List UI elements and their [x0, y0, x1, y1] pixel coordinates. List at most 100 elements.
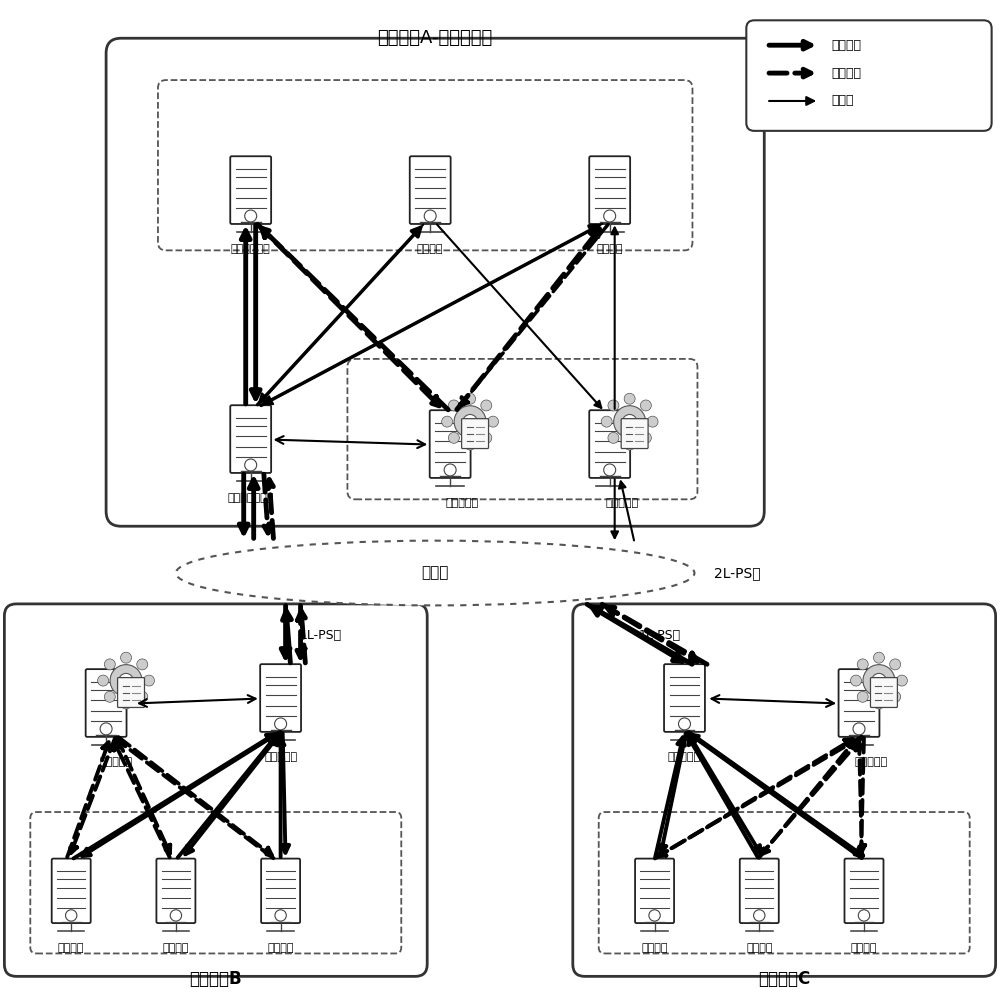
Circle shape [890, 691, 901, 702]
Circle shape [245, 459, 257, 471]
Text: 工作节点: 工作节点 [746, 943, 773, 953]
Circle shape [121, 698, 132, 709]
Circle shape [873, 652, 884, 664]
Text: 1L-PS层: 1L-PS层 [299, 629, 342, 642]
FancyBboxPatch shape [230, 157, 271, 224]
Circle shape [424, 210, 436, 222]
Text: 工作节点: 工作节点 [641, 943, 668, 953]
Circle shape [857, 691, 868, 702]
Circle shape [624, 393, 635, 404]
FancyBboxPatch shape [261, 859, 300, 924]
Circle shape [137, 691, 148, 702]
FancyBboxPatch shape [462, 419, 489, 448]
Circle shape [896, 676, 907, 686]
Circle shape [275, 718, 287, 730]
FancyBboxPatch shape [573, 604, 996, 976]
Circle shape [121, 652, 132, 664]
Text: 工作节点: 工作节点 [58, 943, 84, 953]
Circle shape [110, 665, 142, 696]
Circle shape [137, 659, 148, 670]
Circle shape [119, 674, 133, 687]
Text: 全局参数服务器: 全局参数服务器 [228, 493, 274, 503]
FancyBboxPatch shape [230, 405, 271, 473]
Circle shape [465, 439, 476, 450]
FancyBboxPatch shape [156, 859, 195, 924]
Circle shape [275, 910, 286, 922]
Circle shape [873, 698, 884, 709]
Text: 工作节点: 工作节点 [267, 943, 294, 953]
FancyBboxPatch shape [589, 157, 630, 224]
Circle shape [872, 674, 886, 687]
Circle shape [170, 910, 182, 922]
FancyBboxPatch shape [260, 665, 301, 732]
Text: 工作节点: 工作节点 [417, 244, 443, 254]
Circle shape [444, 464, 456, 476]
FancyBboxPatch shape [839, 670, 879, 737]
Circle shape [98, 676, 109, 686]
Circle shape [463, 415, 477, 429]
Circle shape [649, 910, 660, 922]
Text: 主控工作节点: 主控工作节点 [231, 244, 271, 254]
Circle shape [66, 910, 77, 922]
Circle shape [608, 400, 619, 411]
Text: 参数服务器: 参数服务器 [668, 752, 701, 762]
Circle shape [614, 406, 646, 437]
FancyBboxPatch shape [52, 859, 91, 924]
Circle shape [604, 210, 616, 222]
Circle shape [608, 433, 619, 443]
Text: 全局调度器: 全局调度器 [605, 498, 638, 508]
Text: 参与机构B: 参与机构B [189, 970, 242, 988]
Circle shape [853, 723, 865, 735]
Circle shape [601, 417, 612, 428]
Circle shape [104, 691, 115, 702]
FancyBboxPatch shape [410, 157, 451, 224]
Circle shape [624, 439, 635, 450]
FancyBboxPatch shape [635, 859, 674, 924]
Circle shape [442, 417, 453, 428]
Text: 参数服务器: 参数服务器 [264, 752, 297, 762]
FancyBboxPatch shape [664, 665, 705, 732]
Circle shape [604, 464, 616, 476]
Text: 1L-PS层: 1L-PS层 [638, 629, 681, 642]
Text: 本地调度器: 本地调度器 [100, 757, 133, 767]
Circle shape [640, 400, 651, 411]
Circle shape [647, 417, 658, 428]
Text: 广域网: 广域网 [421, 565, 449, 580]
Text: 模型更新: 模型更新 [831, 66, 861, 79]
FancyBboxPatch shape [86, 670, 127, 737]
Circle shape [104, 659, 115, 670]
FancyBboxPatch shape [589, 411, 630, 478]
Circle shape [754, 910, 765, 922]
Circle shape [851, 676, 861, 686]
FancyBboxPatch shape [746, 20, 992, 131]
Text: 工作节点: 工作节点 [851, 943, 877, 953]
Ellipse shape [176, 541, 694, 605]
Circle shape [640, 433, 651, 443]
Text: 配置流: 配置流 [831, 94, 854, 107]
Text: 参与机构C: 参与机构C [758, 970, 810, 988]
FancyBboxPatch shape [599, 812, 970, 953]
Circle shape [465, 393, 476, 404]
FancyBboxPatch shape [347, 359, 697, 499]
Text: 本地调度器: 本地调度器 [446, 498, 479, 508]
Circle shape [100, 723, 112, 735]
Circle shape [454, 406, 486, 437]
Text: 中心机构A-参与者模式: 中心机构A-参与者模式 [378, 29, 493, 48]
Circle shape [863, 665, 895, 696]
FancyBboxPatch shape [430, 411, 471, 478]
Circle shape [481, 400, 492, 411]
Circle shape [143, 676, 154, 686]
Circle shape [890, 659, 901, 670]
FancyBboxPatch shape [844, 859, 883, 924]
FancyBboxPatch shape [740, 859, 779, 924]
Circle shape [858, 910, 870, 922]
Circle shape [245, 210, 257, 222]
Text: 工作节点: 工作节点 [596, 244, 623, 254]
Text: 模型参数: 模型参数 [831, 39, 861, 52]
FancyBboxPatch shape [870, 678, 897, 707]
Circle shape [448, 433, 459, 443]
Text: 本地调度器: 本地调度器 [854, 757, 888, 767]
FancyBboxPatch shape [118, 678, 144, 707]
Circle shape [481, 433, 492, 443]
Circle shape [448, 400, 459, 411]
